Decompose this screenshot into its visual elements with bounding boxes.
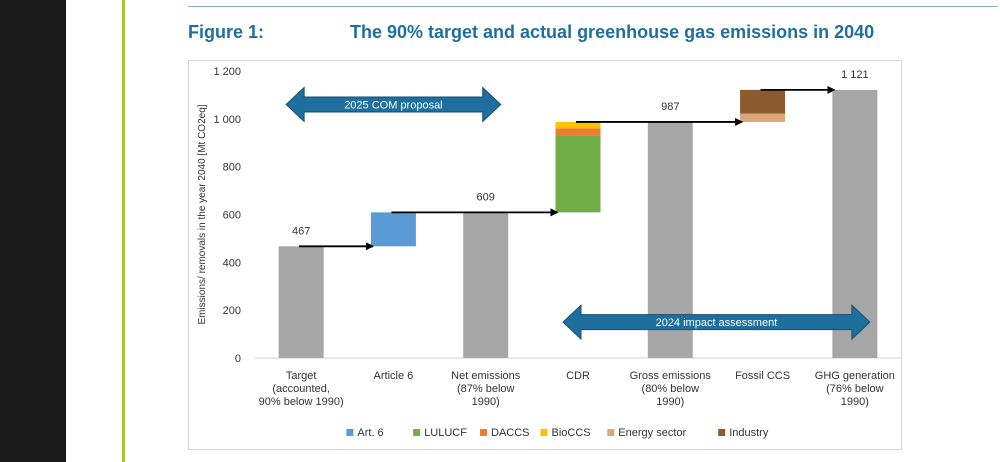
legend-label: Industry bbox=[729, 427, 769, 439]
x-tick-label: 90% below 1990) bbox=[259, 396, 344, 408]
bar-segment bbox=[555, 121, 601, 129]
bar-segment bbox=[555, 128, 601, 136]
y-tick-label: 400 bbox=[223, 257, 241, 269]
figure-label: Figure 1: bbox=[188, 22, 265, 42]
chart-area: 0 200 400 600 800 1 000 1 200 Emissions/ remova… bbox=[188, 60, 902, 450]
bar-segment bbox=[740, 89, 786, 114]
legend-label: DACCS bbox=[491, 427, 530, 439]
y-tick-label: 0 bbox=[235, 353, 241, 365]
bar-segment bbox=[463, 212, 509, 358]
x-tick-label: (accounted, bbox=[272, 383, 329, 395]
legend-label: LULUCF bbox=[424, 427, 467, 439]
legend-label: Art. 6 bbox=[357, 427, 383, 439]
legend-swatch bbox=[346, 429, 354, 436]
legend-swatch bbox=[480, 429, 487, 436]
x-tick-label: 1990) bbox=[656, 396, 684, 408]
span-arrow bbox=[562, 303, 871, 341]
margin-rule bbox=[122, 0, 125, 462]
data-label: 609 bbox=[477, 191, 495, 203]
x-tick-label: 1990) bbox=[841, 396, 869, 408]
bar-segment bbox=[370, 212, 416, 247]
legend-swatch bbox=[607, 429, 615, 436]
y-tick-label: 1 200 bbox=[213, 66, 241, 78]
x-tick-label: 1990) bbox=[472, 396, 500, 408]
legend-label: Energy sector bbox=[618, 427, 686, 439]
y-tick-label: 600 bbox=[223, 210, 241, 222]
x-tick-label: (80% below bbox=[642, 383, 700, 395]
data-label: 467 bbox=[292, 225, 310, 237]
waterfall-chart: 0 200 400 600 800 1 000 1 200 Emissions/ remova… bbox=[197, 66, 901, 439]
x-tick-label: CDR bbox=[566, 370, 590, 382]
span-arrow bbox=[285, 86, 502, 123]
bar-segment bbox=[278, 246, 324, 358]
legend-swatch bbox=[413, 429, 421, 436]
x-tick-label: Article 6 bbox=[374, 370, 414, 382]
legend-swatch bbox=[540, 429, 548, 436]
x-tick-label: Net emissions bbox=[451, 370, 521, 382]
x-tick-label: Fossil CCS bbox=[735, 370, 790, 382]
data-label: 1 121 bbox=[841, 69, 869, 81]
span-arrow-label: 2025 COM proposal bbox=[344, 99, 442, 111]
header-rule bbox=[188, 6, 998, 7]
bar-segment bbox=[740, 113, 786, 122]
legend-swatch bbox=[718, 429, 726, 436]
x-tick-label: GHG generation bbox=[815, 370, 895, 382]
y-tick-label: 1 000 bbox=[213, 114, 241, 126]
data-label: 987 bbox=[661, 101, 679, 113]
span-arrow-label: 2024 impact assessment bbox=[656, 317, 778, 329]
x-tick-label: (76% below bbox=[826, 383, 884, 395]
document-page: Figure 1: The 90% target and actual gree… bbox=[66, 0, 1000, 462]
figure-title: The 90% target and actual greenhouse gas… bbox=[350, 22, 875, 42]
bar-segment bbox=[555, 135, 601, 213]
x-tick-label: (87% below bbox=[457, 383, 515, 395]
legend-label: BioCCS bbox=[552, 427, 591, 439]
y-axis-label: Emissions/ removals in the year 2040 [Mt… bbox=[197, 104, 208, 324]
x-tick-label: Gross emissions bbox=[630, 370, 712, 382]
y-tick-label: 800 bbox=[223, 162, 241, 174]
x-tick-label: Target bbox=[286, 370, 317, 382]
y-tick-label: 200 bbox=[223, 305, 241, 317]
